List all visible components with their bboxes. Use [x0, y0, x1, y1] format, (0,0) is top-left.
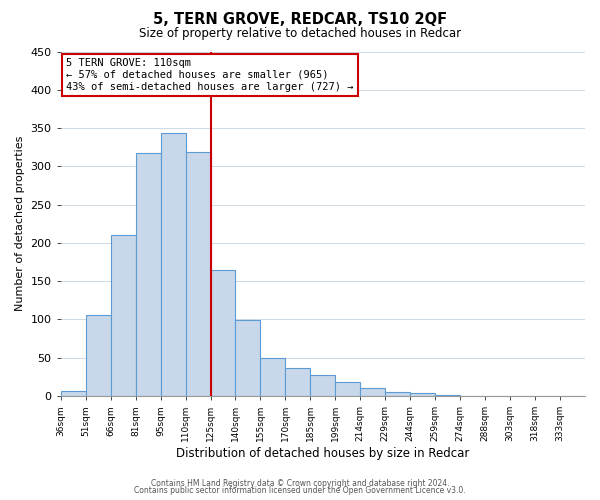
Bar — [185, 152, 211, 396]
Bar — [235, 320, 260, 396]
Bar — [110, 236, 136, 396]
Bar — [260, 358, 286, 396]
Text: 5, TERN GROVE, REDCAR, TS10 2QF: 5, TERN GROVE, REDCAR, TS10 2QF — [153, 12, 447, 28]
Bar — [335, 382, 361, 396]
Bar — [310, 374, 335, 396]
Bar — [410, 393, 435, 396]
Bar — [286, 368, 310, 396]
Bar — [385, 392, 410, 396]
Bar — [136, 154, 161, 396]
X-axis label: Distribution of detached houses by size in Redcar: Distribution of detached houses by size … — [176, 447, 470, 460]
Text: Contains HM Land Registry data © Crown copyright and database right 2024.: Contains HM Land Registry data © Crown c… — [151, 478, 449, 488]
Bar — [61, 390, 86, 396]
Y-axis label: Number of detached properties: Number of detached properties — [15, 136, 25, 312]
Bar — [86, 315, 110, 396]
Text: 5 TERN GROVE: 110sqm
← 57% of detached houses are smaller (965)
43% of semi-deta: 5 TERN GROVE: 110sqm ← 57% of detached h… — [66, 58, 353, 92]
Bar — [211, 270, 235, 396]
Text: Size of property relative to detached houses in Redcar: Size of property relative to detached ho… — [139, 28, 461, 40]
Bar — [435, 394, 460, 396]
Bar — [161, 134, 185, 396]
Text: Contains public sector information licensed under the Open Government Licence v3: Contains public sector information licen… — [134, 486, 466, 495]
Bar — [361, 388, 385, 396]
